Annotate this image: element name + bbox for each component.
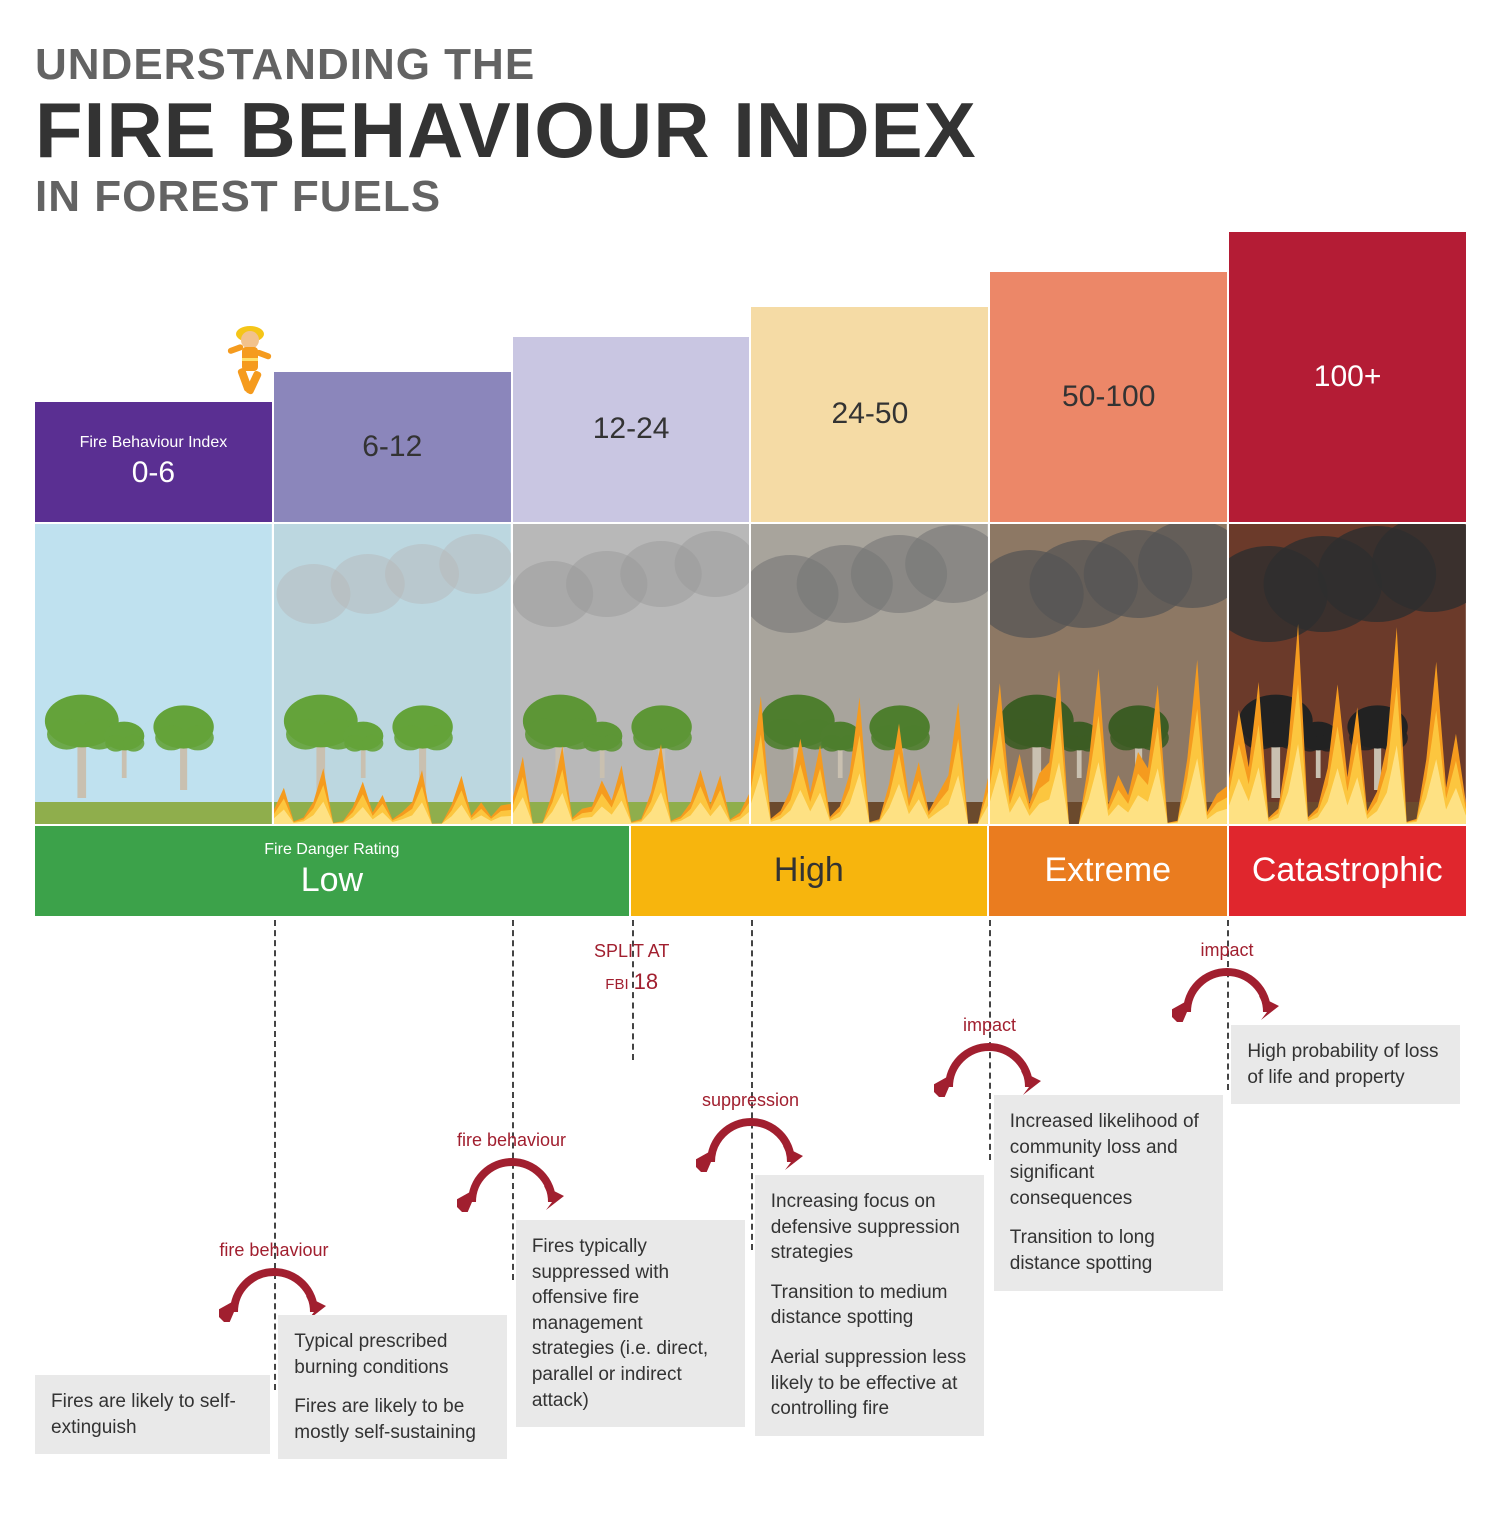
fire-danger-rating-row: Fire Danger Rating Low High Extreme Catastro… bbox=[35, 826, 1466, 916]
fbi-bar-5: 100+ bbox=[1229, 232, 1466, 522]
fbi-bar-0: Fire Behaviour Index 0-6 bbox=[35, 402, 272, 522]
fbi-bar-range: 6-12 bbox=[362, 430, 422, 464]
fbi-bar-3: 24-50 bbox=[751, 307, 988, 522]
rating-label: Catastrophic bbox=[1252, 851, 1443, 890]
description-text: Increasing focus on defensive suppressio… bbox=[771, 1189, 968, 1266]
fbi-bar-range: 0-6 bbox=[132, 456, 175, 490]
description-text: Fires are likely to be mostly self-susta… bbox=[294, 1394, 491, 1445]
fbi-bar-range: 100+ bbox=[1314, 360, 1382, 394]
forest-panel-4 bbox=[990, 524, 1227, 824]
fbi-bar-4: 50-100 bbox=[990, 272, 1227, 522]
split-value: FBI 18 bbox=[582, 965, 682, 998]
title-line-3: IN FOREST FUELS bbox=[35, 172, 1466, 222]
transition-label: suppression bbox=[691, 1090, 811, 1111]
description-text: Aerial suppression less likely to be eff… bbox=[771, 1345, 968, 1422]
transition-label: impact bbox=[1167, 940, 1287, 961]
fbi-bar-range: 12-24 bbox=[593, 412, 670, 446]
transition-label: fire behaviour bbox=[452, 1130, 572, 1151]
title-block: UNDERSTANDING THE FIRE BEHAVIOUR INDEX I… bbox=[35, 40, 1466, 222]
fbi-bar-range: 50-100 bbox=[1062, 380, 1155, 414]
rating-low: Fire Danger Rating Low bbox=[35, 826, 629, 916]
fbi-bar-chart: Fire Behaviour Index 0-6 6-12 12-24 24-50 50-… bbox=[35, 232, 1466, 522]
description-text: Transition to medium distance spotting bbox=[771, 1280, 968, 1331]
description-box-3: Increasing focus on defensive suppressio… bbox=[755, 1175, 984, 1436]
fbi-bar-2: 12-24 bbox=[513, 337, 750, 522]
split-label: SPLIT AT FBI 18 bbox=[582, 938, 682, 998]
description-text: Transition to long distance spotting bbox=[1010, 1225, 1207, 1276]
description-text: Typical prescribed burning conditions bbox=[294, 1329, 491, 1380]
rating-label: High bbox=[774, 851, 844, 890]
forest-illustrations bbox=[35, 524, 1466, 824]
rating-high: High bbox=[631, 826, 987, 916]
transition-label: fire behaviour bbox=[214, 1240, 334, 1261]
title-line-2: FIRE BEHAVIOUR INDEX bbox=[35, 90, 1466, 172]
description-text: Fires typically suppressed with offensiv… bbox=[532, 1234, 729, 1413]
rating-axis-label: Fire Danger Rating bbox=[264, 841, 399, 859]
firefighter-icon bbox=[215, 322, 285, 402]
fbi-bar-1: 6-12 bbox=[274, 372, 511, 522]
title-line-1: UNDERSTANDING THE bbox=[35, 40, 1466, 90]
fbi-axis-label: Fire Behaviour Index bbox=[80, 434, 228, 452]
forest-panel-0 bbox=[35, 524, 272, 824]
description-box-2: Fires typically suppressed with offensiv… bbox=[516, 1220, 745, 1427]
forest-panel-1 bbox=[274, 524, 511, 824]
transition-arrow-icon bbox=[1172, 962, 1282, 1027]
description-text: High probability of loss of life and pro… bbox=[1247, 1039, 1444, 1090]
description-text: Fires are likely to self-extinguish bbox=[51, 1389, 254, 1440]
forest-panel-5 bbox=[1229, 524, 1466, 824]
fbi-bar-range: 24-50 bbox=[832, 397, 909, 431]
description-box-4: Increased likelihood of community loss a… bbox=[994, 1095, 1223, 1291]
divider-line bbox=[512, 920, 514, 1280]
transition-arrow-icon bbox=[934, 1037, 1044, 1102]
description-box-0: Fires are likely to self-extinguish bbox=[35, 1375, 270, 1454]
rating-label: Low bbox=[301, 861, 363, 900]
rating-catastrophic: Catastrophic bbox=[1229, 826, 1467, 916]
transition-arrow-icon bbox=[696, 1112, 806, 1177]
description-area: SPLIT AT FBI 18 fire behaviour fire behav… bbox=[35, 920, 1466, 1480]
split-top: SPLIT AT bbox=[582, 938, 682, 965]
transition-arrow-icon bbox=[457, 1152, 567, 1217]
forest-panel-3 bbox=[751, 524, 988, 824]
divider-line bbox=[751, 920, 753, 1250]
description-text: Increased likelihood of community loss a… bbox=[1010, 1109, 1207, 1212]
rating-extreme: Extreme bbox=[989, 826, 1227, 916]
forest-panel-2 bbox=[513, 524, 750, 824]
transition-label: impact bbox=[929, 1015, 1049, 1036]
description-box-1: Typical prescribed burning conditions Fir… bbox=[278, 1315, 507, 1460]
description-box-5: High probability of loss of life and pro… bbox=[1231, 1025, 1460, 1104]
rating-label: Extreme bbox=[1044, 851, 1171, 890]
